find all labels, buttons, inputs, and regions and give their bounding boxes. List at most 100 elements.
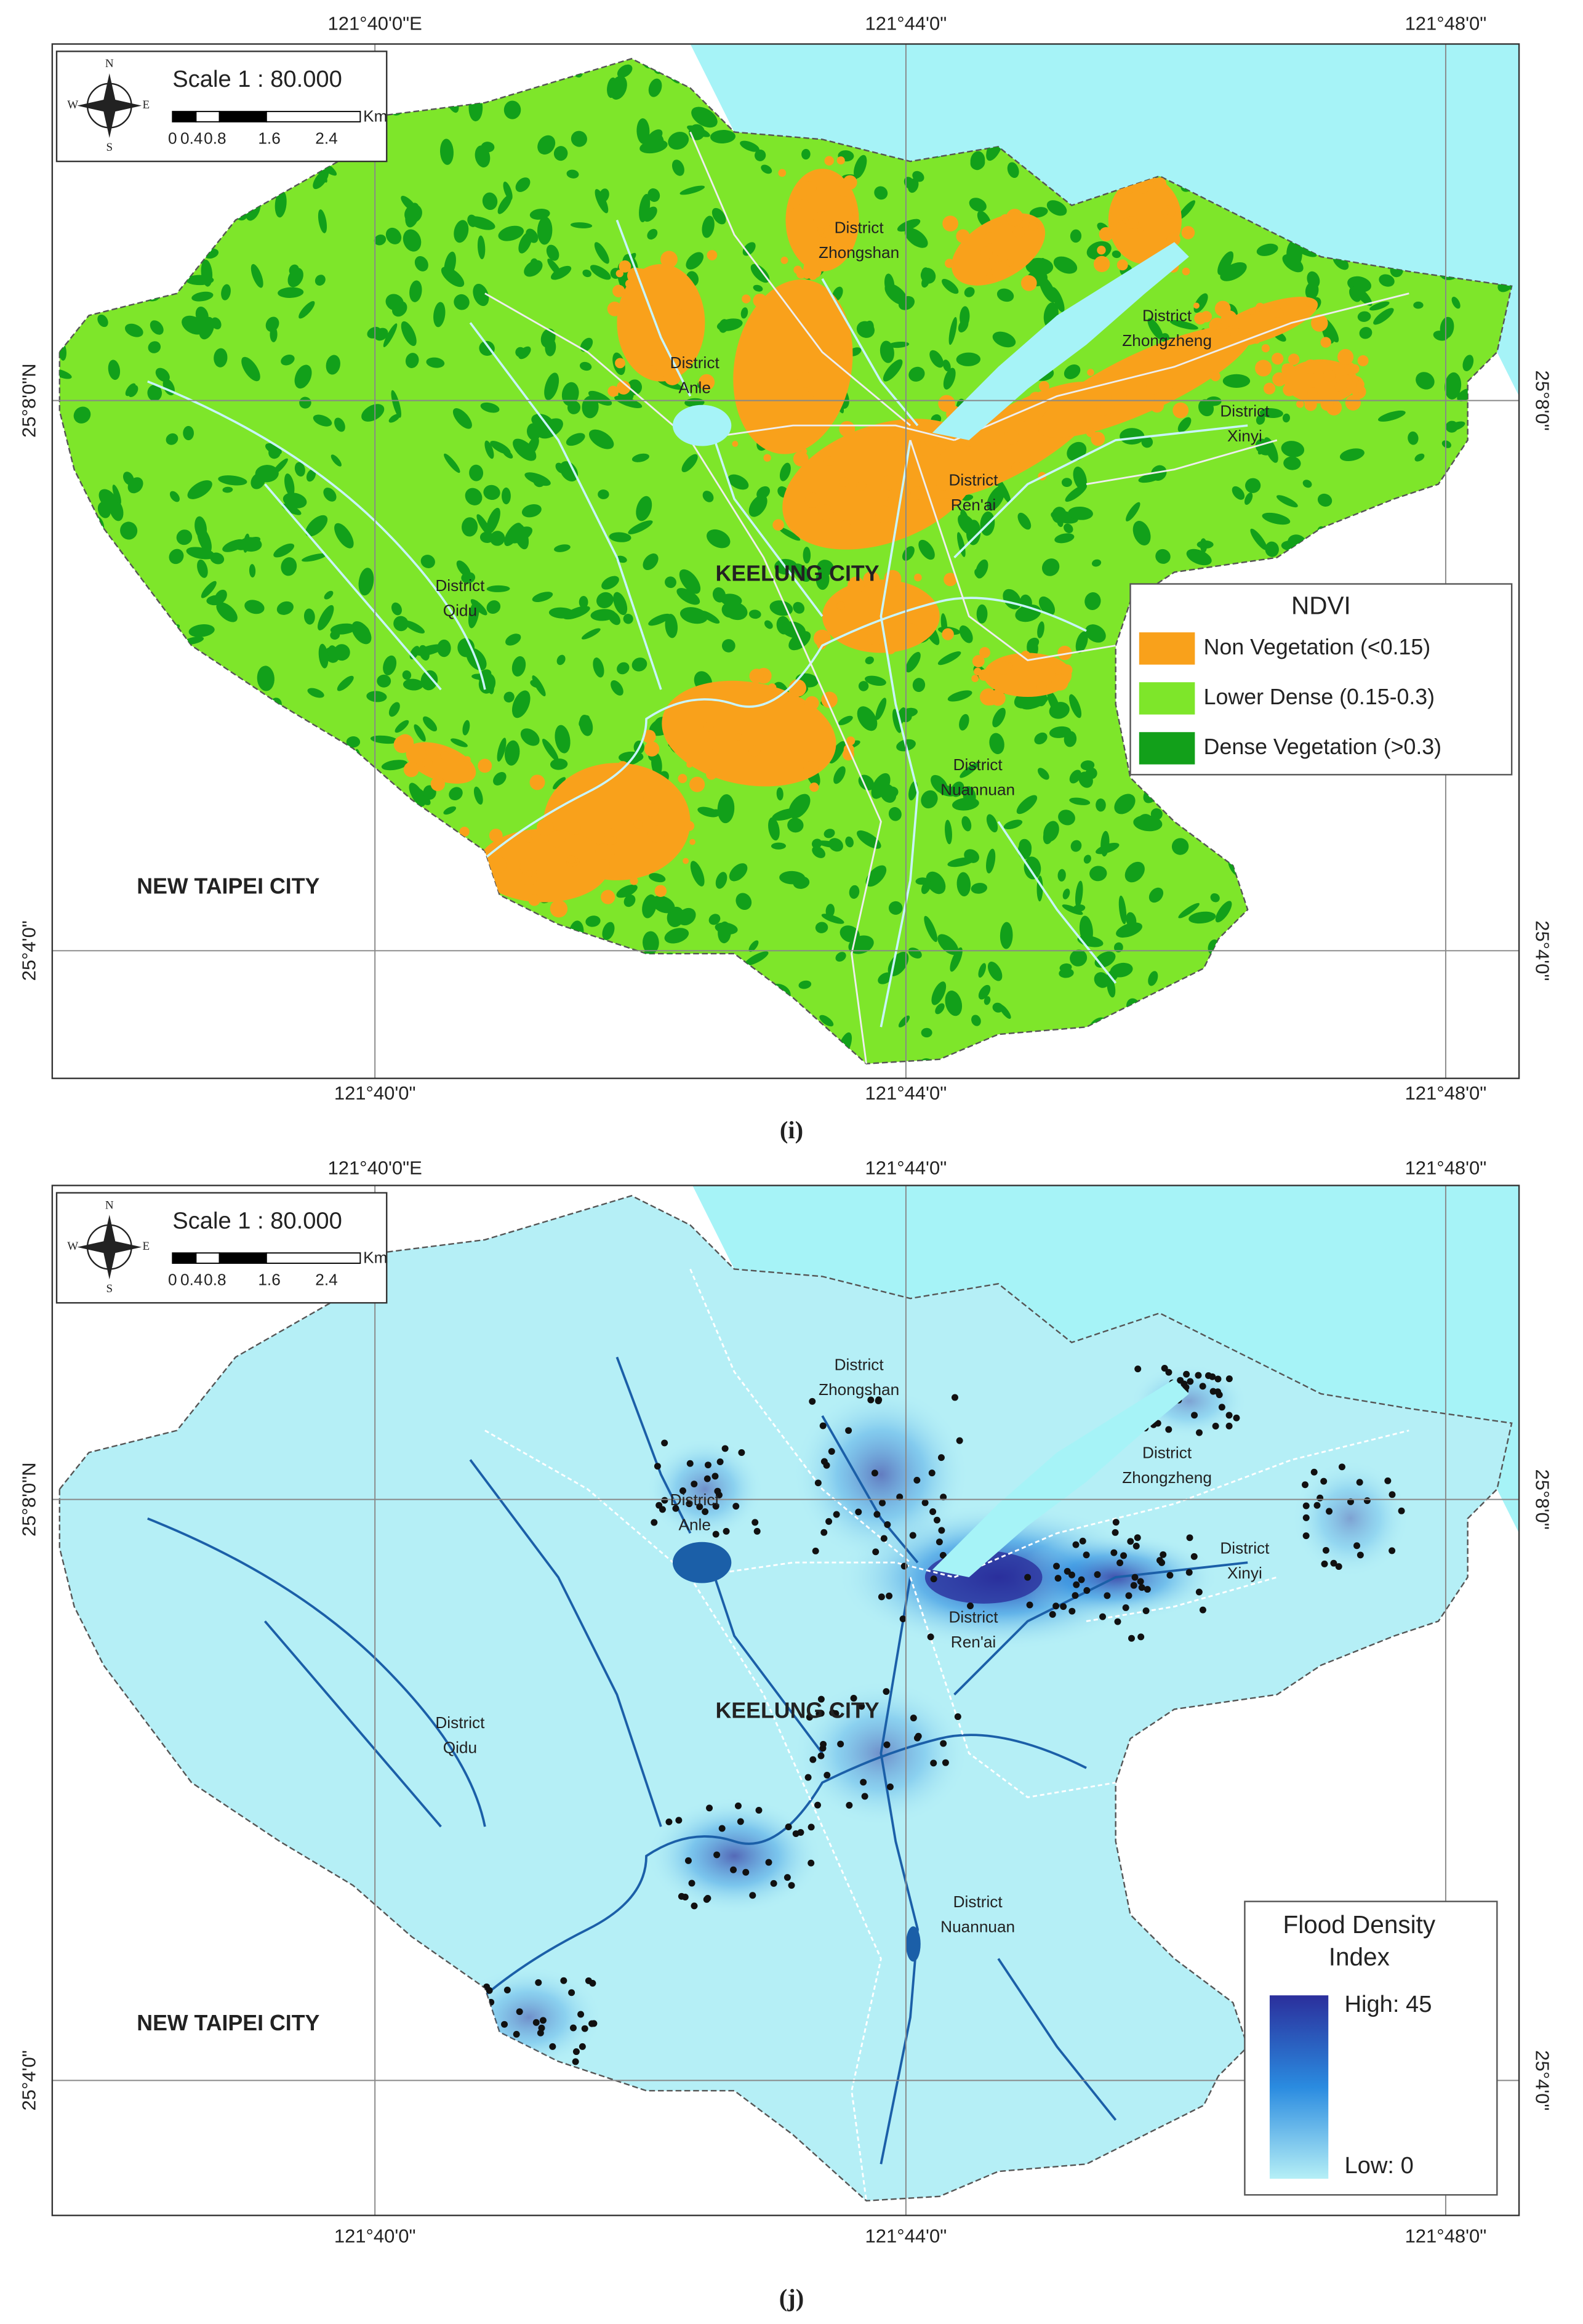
flood-point (560, 1977, 567, 1984)
dense-vegetation (623, 614, 633, 624)
dense-vegetation (613, 592, 628, 616)
flood-point (486, 1987, 493, 1994)
dense-vegetation (1120, 428, 1145, 445)
flood-point (1120, 1552, 1128, 1559)
non-vegetation (778, 169, 787, 177)
legend-label: Dense Vegetation (>0.3) (1204, 734, 1441, 759)
coord-label: 121°40'0"E (328, 13, 422, 34)
scale-tick: 1.6 (258, 129, 280, 147)
dense-vegetation (486, 585, 510, 592)
flood-point (1177, 1377, 1184, 1384)
dense-vegetation (191, 291, 214, 302)
district-label: Xinyi (1227, 1564, 1262, 1582)
dense-vegetation (611, 680, 623, 696)
river (263, 1620, 442, 1828)
flood-point (654, 1463, 661, 1470)
flood-point (940, 1494, 947, 1501)
dense-vegetation (414, 255, 428, 271)
coord-label: 121°44'0" (865, 2225, 947, 2247)
scale-segment (172, 1252, 197, 1264)
dense-vegetation (497, 194, 512, 214)
dense-vegetation (686, 252, 704, 270)
dense-vegetation (838, 715, 853, 725)
dense-vegetation (476, 514, 491, 536)
dense-vegetation (987, 486, 1005, 511)
dense-vegetation (275, 190, 287, 218)
flood-point (1195, 1588, 1203, 1596)
flood-point (785, 1823, 792, 1830)
dense-vegetation (1198, 399, 1214, 417)
dense-vegetation (250, 263, 263, 288)
non-vegetation (489, 829, 503, 842)
flood-point (691, 1481, 698, 1488)
flood-point (572, 2058, 579, 2065)
compass-letter: W (67, 99, 78, 111)
dense-vegetation (711, 207, 726, 225)
dense-vegetation (636, 118, 650, 144)
flood-point (538, 2024, 545, 2032)
non-vegetation (986, 272, 993, 279)
flood-point (883, 1688, 890, 1695)
dense-vegetation (451, 738, 468, 747)
dense-vegetation (647, 188, 660, 202)
non-vegetation (824, 156, 834, 166)
flood-point (1199, 1606, 1206, 1614)
non-vegetation (820, 289, 828, 297)
dense-vegetation (281, 504, 302, 515)
flood-point (1353, 1542, 1361, 1550)
dense-vegetation (1038, 596, 1056, 616)
dense-vegetation (992, 707, 1006, 728)
flood-point (661, 1497, 668, 1504)
flood-point (1165, 1369, 1172, 1376)
dense-vegetation (533, 475, 545, 488)
dense-vegetation (987, 962, 1003, 981)
non-vegetation (683, 858, 689, 864)
dense-vegetation (1440, 316, 1454, 339)
non-vegetation (801, 181, 817, 196)
dense-vegetation (828, 741, 846, 764)
dense-vegetation (1408, 431, 1419, 445)
dense-vegetation (1215, 901, 1232, 923)
district-boundary (1086, 1576, 1278, 1622)
non-vegetation (1006, 209, 1024, 227)
flood-point (751, 1519, 759, 1526)
flood-point (814, 1479, 822, 1487)
non-vegetation (707, 250, 718, 260)
dense-vegetation (383, 323, 398, 347)
non-vegetation (1350, 364, 1360, 374)
dense-vegetation (857, 830, 881, 849)
dense-vegetation (817, 560, 834, 576)
city-label: KEELUNG CITY (716, 561, 880, 586)
dense-vegetation (511, 656, 526, 677)
dense-vegetation (748, 940, 759, 952)
reservoir (672, 1542, 732, 1583)
flood-point (1356, 1479, 1363, 1486)
dense-vegetation (579, 361, 592, 371)
dense-vegetation (956, 872, 971, 896)
dense-vegetation (1349, 286, 1361, 302)
dense-vegetation (854, 155, 867, 179)
flood-point (1302, 1502, 1310, 1510)
dense-vegetation (244, 600, 265, 614)
dense-vegetation (239, 537, 262, 552)
dense-vegetation (524, 260, 543, 277)
coord-label: 25°8'0" (1532, 1470, 1553, 1530)
non-vegetation (689, 838, 695, 845)
non-vegetation (742, 294, 751, 304)
non-vegetation (1110, 222, 1122, 233)
flood-point (820, 1740, 827, 1748)
non-vegetation (647, 365, 657, 374)
scale-title: Scale 1 : 80.000 (172, 66, 342, 92)
flood-point (1068, 1607, 1076, 1615)
dense-vegetation (388, 702, 400, 717)
flood-point (783, 1874, 791, 1881)
non-vegetation (463, 756, 471, 763)
flood-point (1054, 1575, 1062, 1582)
non-vegetation (813, 629, 831, 647)
dense-vegetation (351, 621, 372, 645)
flood-point (1104, 1592, 1111, 1599)
flood-point (1302, 1532, 1310, 1540)
dense-vegetation (281, 557, 297, 576)
flood-point (809, 1397, 816, 1405)
non-vegetation (787, 205, 794, 212)
